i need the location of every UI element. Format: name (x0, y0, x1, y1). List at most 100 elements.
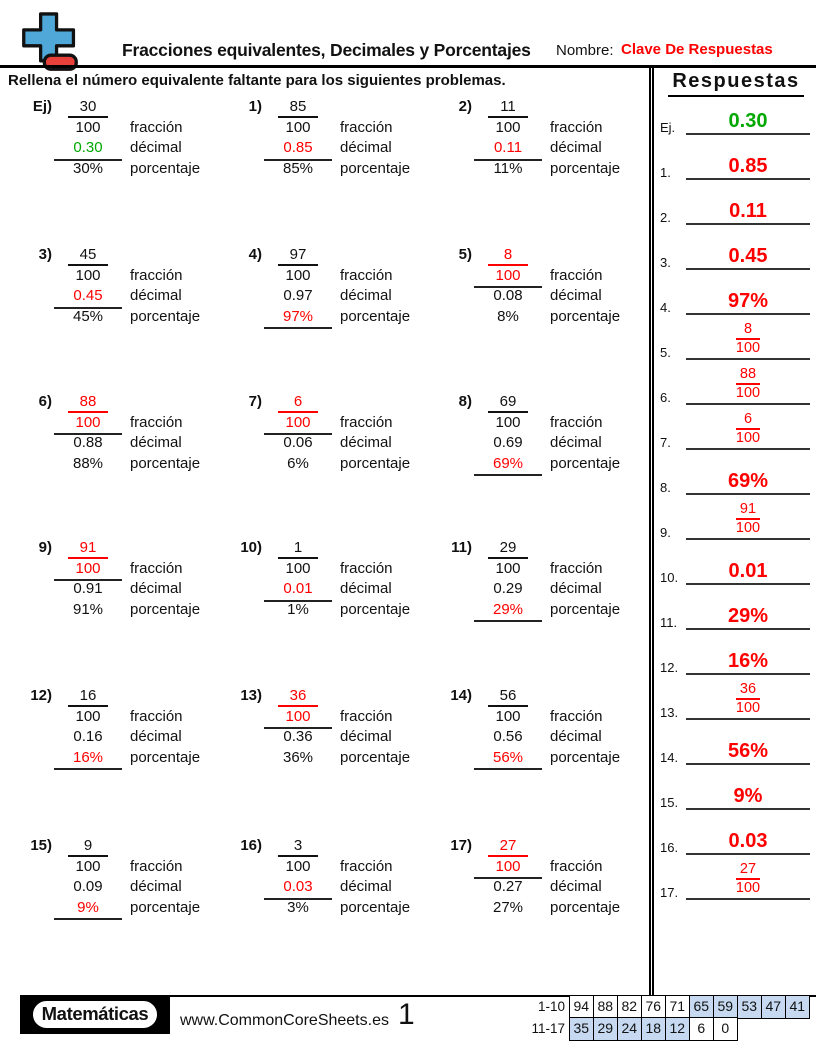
fraction-denominator: 100 (285, 857, 311, 875)
answer-line (686, 223, 810, 225)
fraction-numerator: 16 (60, 686, 116, 707)
problem-9: 9) 91 100 fracción 0.91 décimal 91% porcentaje (18, 538, 200, 620)
answers-list: Ej. 0.30 1. 0.85 2. 0.11 3. 0.45 4. 97% 5. 8 100 6. 88… (658, 93, 814, 903)
answer-number: 6. (660, 390, 671, 405)
decimal-value: 0.08 (493, 287, 523, 304)
score-cell: 12 (664, 1017, 690, 1041)
problem-body: 88 100 fracción 0.88 décimal 88% porcentaje (54, 392, 200, 474)
fraction-label: fracción (550, 118, 603, 136)
answer-line (686, 358, 810, 360)
fraction-bar (68, 263, 108, 266)
sidebar-divider (649, 68, 654, 995)
answer-line (686, 133, 810, 135)
answer-line (686, 808, 810, 810)
answer-line (686, 268, 810, 270)
fraction-label: fracción (130, 118, 183, 136)
fraction-bar (488, 556, 528, 559)
answer-line (686, 448, 810, 450)
answer-fraction-bar (735, 338, 761, 340)
score-cell: 71 (664, 995, 690, 1019)
decimal-value: 0.09 (73, 878, 103, 895)
problem-number: 6) (38, 393, 52, 410)
answer-value-wrap: 0.30 (686, 111, 810, 131)
decimal-label: décimal (550, 287, 602, 304)
answer-fraction-denominator: 100 (735, 339, 761, 356)
answer-value: 0.30 (728, 110, 768, 132)
fraction-denominator: 100 (75, 857, 101, 875)
answer-value-wrap: 0.01 (686, 561, 810, 581)
decimal-value: 0.06 (283, 434, 313, 451)
answer-fraction-numerator: 36 (739, 681, 757, 698)
fraction-denominator: 100 (474, 857, 542, 879)
percent-value: 97% (264, 307, 332, 329)
answers-title: Respuestas (668, 70, 804, 97)
fraction-denominator: 100 (54, 559, 122, 581)
answer-blank-line (54, 306, 122, 309)
decimal-value: 0.97 (283, 287, 313, 304)
row-label-spacer (536, 245, 550, 266)
fraction-denominator: 100 (474, 266, 542, 288)
percent-value: 91% (72, 600, 104, 618)
problem-number: 13) (240, 687, 262, 704)
answer-fraction-numerator: 6 (743, 411, 753, 428)
answer-value-wrap: 29% (686, 606, 810, 626)
problem-1: 1) 85 100 fracción 0.85 décimal 85% porcentaje (228, 97, 410, 179)
fraction-numerator: 27 (480, 836, 536, 857)
answer-blank-line (264, 158, 332, 161)
fraction-bar (68, 556, 108, 559)
answer-row-9: 9. 91 100 (658, 498, 814, 543)
problem-number: 8) (458, 393, 472, 410)
answer-blank-line (264, 599, 332, 602)
row-label-spacer (536, 836, 550, 857)
problem-2: 2) 11 100 fracción 0.11 décimal 11% porcentaje (438, 97, 620, 179)
fraction-bar (488, 704, 528, 707)
answer-number: 14. (660, 750, 679, 765)
answer-line (686, 853, 810, 855)
percent-value: 29% (474, 600, 542, 622)
answer-fraction: 91 100 (735, 501, 761, 536)
fraction-denominator: 100 (285, 559, 311, 577)
percent-label: porcentaje (130, 159, 201, 177)
fraction-numerator: 3 (270, 836, 326, 857)
answer-value-wrap: 0.11 (686, 201, 810, 221)
problem-body: 36 100 fracción 0.36 décimal 36% porcentaje (264, 686, 410, 768)
answer-number: 13. (660, 705, 679, 720)
answer-fraction: 27 100 (735, 861, 761, 896)
fraction-bar (68, 854, 108, 857)
decimal-label: décimal (130, 728, 182, 745)
percent-label: porcentaje (340, 898, 411, 916)
fraction-label: fracción (340, 857, 393, 875)
percent-value: 16% (54, 748, 122, 770)
decimal-label: décimal (550, 728, 602, 745)
decimal-label: décimal (550, 580, 602, 597)
answer-row-3: 3. 0.45 (658, 228, 814, 273)
answer-value: 0.03 (728, 830, 768, 852)
answer-row-15: 15. 9% (658, 768, 814, 813)
problem-body: 56 100 fracción 0.56 décimal 56% porcentaje (474, 686, 620, 770)
row-label-spacer (116, 836, 130, 857)
fraction-numerator: 88 (60, 392, 116, 413)
row-label-spacer (116, 686, 130, 707)
answer-number: 5. (660, 345, 671, 360)
decimal-label: décimal (340, 139, 392, 156)
fraction-label: fracción (550, 266, 603, 284)
percent-label: porcentaje (550, 898, 621, 916)
decimal-label: décimal (340, 434, 392, 451)
fraction-denominator: 100 (495, 118, 521, 136)
answer-blank-line (264, 897, 332, 900)
row-label-spacer (536, 538, 550, 559)
page-title: Fracciones equivalentes, Decimales y Por… (122, 40, 531, 60)
answer-blank-line (54, 158, 122, 161)
row-label-spacer (116, 245, 130, 266)
fraction-denominator: 100 (285, 266, 311, 284)
answer-row-7: 7. 6 100 (658, 408, 814, 453)
fraction-denominator: 100 (264, 707, 332, 729)
percent-label: porcentaje (550, 454, 621, 472)
decimal-value: 0.29 (493, 580, 523, 597)
problem-number: 9) (38, 539, 52, 556)
problem-number: 16) (240, 837, 262, 854)
answer-row-2: 2. 0.11 (658, 183, 814, 228)
problem-body: 97 100 fracción 0.97 décimal 97% porcentaje (264, 245, 410, 329)
answer-blank-line (54, 433, 122, 435)
problem-number: 1) (248, 98, 262, 115)
